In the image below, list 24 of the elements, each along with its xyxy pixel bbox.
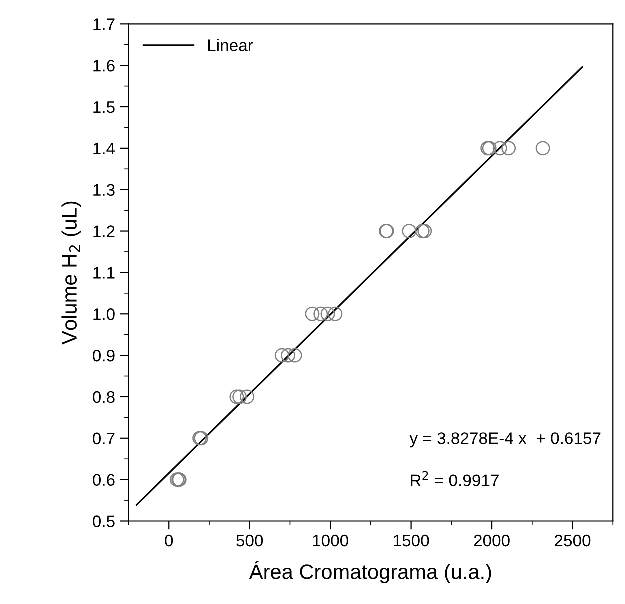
x-tick-label: 1000 [313,534,348,547]
x-tick-label: 2000 [474,534,510,547]
y-tick-label: 1.2 [94,226,115,238]
y-tick-label: 1.3 [94,184,115,196]
annotation: R$^{2}$ = 0.9917 [411,471,499,486]
y-tick-label: 0.8 [93,391,115,404]
y-tick-label: 1.6 [94,60,115,72]
y-tick-label: 1.1 [94,267,115,279]
y-tick-label: 0.7 [93,432,115,445]
y-tick-label: 1.5 [94,102,115,114]
y-tick-label: 1.4 [94,143,116,154]
y-tick-label: 0.9 [93,350,115,362]
x-tick-label: 500 [236,534,264,547]
annotation: y = 3.8278E-4 x + 0.6157 [410,432,601,448]
y-axis-title: Volume H$_{2}$ (uL) [62,202,82,345]
y-tick-label: 1.0 [94,308,115,320]
y-tick-label: 0.6 [93,474,115,486]
y-tick-label: 0.5 [93,516,115,528]
x-tick-label: 2500 [555,534,591,547]
x-tick-label: 0 [165,534,174,547]
x-axis-title: Área Cromatograma (u.a.) [249,561,492,584]
legend-label: Linear [208,39,254,52]
x-tick-label: 1500 [394,534,430,547]
y-tick-label: 1.7 [94,18,115,30]
